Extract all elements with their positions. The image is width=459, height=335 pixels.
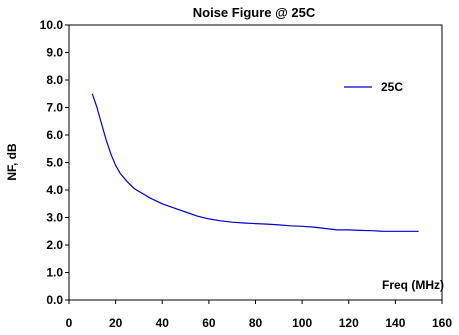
x-tick-label: 140 [385,316,405,330]
y-tick-label: 7.0 [46,101,63,115]
series-layer [91,93,419,232]
x-tick-label: 40 [156,316,170,330]
plot-area [68,24,443,301]
x-tick-label: 0 [66,316,73,330]
y-tick-label: 8.0 [46,73,63,87]
y-tick-label: 2.0 [46,238,63,252]
x-axis-title: Freq (MHz) [382,278,444,292]
x-tick-label: 100 [292,316,312,330]
series-line-25c [91,93,419,232]
x-tick-label: 80 [249,316,263,330]
y-tick-label: 4.0 [46,183,63,197]
y-tick-label: 1.0 [46,266,63,280]
x-axis: 0 20 40 60 80 100 120 140 160 [66,300,452,330]
y-tick-label: 3.0 [46,211,63,225]
y-axis: 0.0 1.0 2.0 3.0 4.0 5.0 6.0 7.0 8.0 9.0 10.0 [40,18,69,307]
chart-title: Noise Figure @ 25C [193,5,316,20]
y-tick-label: 9.0 [46,46,63,60]
x-tick-label: 60 [202,316,216,330]
y-tick-label: 5.0 [46,156,63,170]
x-tick-label: 120 [339,316,359,330]
y-tick-label: 6.0 [46,128,63,142]
y-tick-label: 0.0 [46,293,63,307]
legend-label-25c: 25C [381,80,403,94]
x-tick-label: 160 [432,316,452,330]
x-tick-label: 20 [109,316,123,330]
legend: 25C [344,80,403,94]
y-tick-label: 10.0 [40,18,64,32]
y-axis-title: NF, dB [5,143,19,181]
